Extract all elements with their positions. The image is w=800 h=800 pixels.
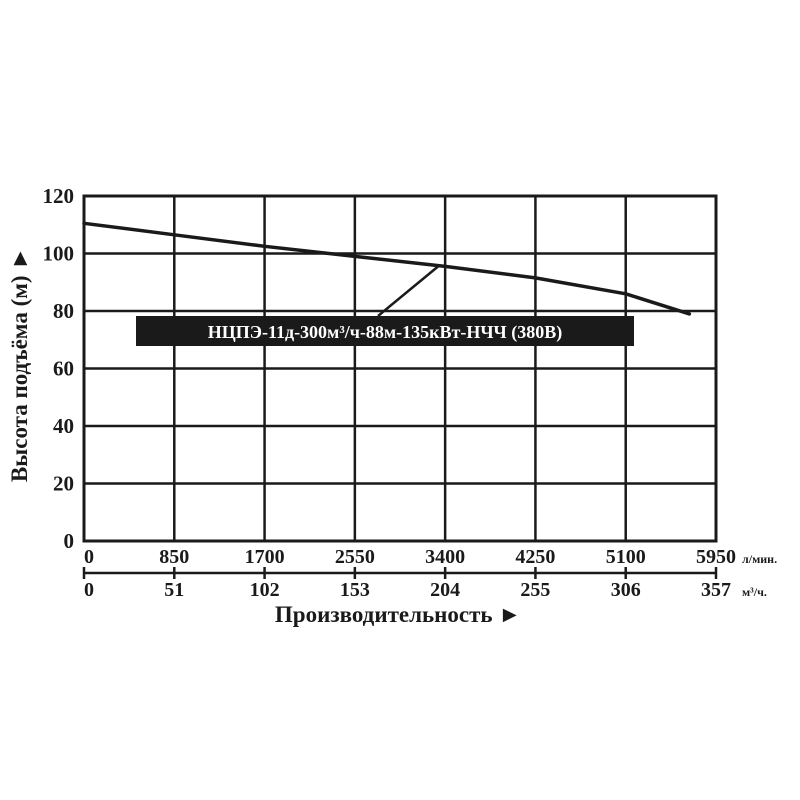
- annotation-layer: НЦПЭ-11д-300м³/ч-88м-135кВт-НЧЧ (380В): [136, 264, 634, 346]
- x-tick-labels-primary: 0 850 1700 2550 3400 4250 5100 5950: [84, 546, 736, 568]
- x-tick-labels-secondary: 0 51 102 153 204 255 306 357: [84, 579, 731, 601]
- y-tick-label: 0: [64, 529, 75, 553]
- x-tick-label-primary: 4250: [515, 546, 555, 568]
- x-unit-secondary: м³/ч.: [742, 585, 767, 599]
- x-tick-label-secondary: 153: [340, 579, 370, 601]
- x-tick-label-primary: 5100: [606, 546, 646, 568]
- y-tick-label: 40: [53, 414, 74, 438]
- x-tick-label-primary: 1700: [245, 546, 285, 568]
- annotation-leader-line: [377, 264, 441, 317]
- y-tick-label: 100: [43, 242, 75, 266]
- x-tick-label-secondary: 255: [520, 579, 550, 601]
- y-tick-label: 120: [43, 184, 75, 208]
- x-axis-title: Производительность ►: [275, 602, 521, 627]
- y-tick-label: 60: [53, 357, 74, 381]
- x-tick-label-secondary: 306: [611, 579, 641, 601]
- y-tick-label: 20: [53, 472, 74, 496]
- x-tick-label-secondary: 357: [701, 579, 731, 601]
- plot-frame: [82, 194, 718, 543]
- x-unit-primary: л/мин.: [742, 552, 777, 566]
- x-tick-label-secondary: 0: [84, 579, 94, 601]
- x-tick-label-secondary: 102: [250, 579, 280, 601]
- y-axis-title: Высота подъёма (м) ►: [7, 247, 32, 482]
- y-tick-label: 80: [53, 299, 74, 323]
- x-tick-label-primary: 2550: [335, 546, 375, 568]
- x-tick-label-primary: 850: [159, 546, 189, 568]
- grid: [84, 196, 716, 541]
- series-line: [82, 221, 692, 316]
- x-tick-label-secondary: 204: [430, 579, 460, 601]
- series-label: НЦПЭ-11д-300м³/ч-88м-135кВт-НЧЧ (380В): [208, 322, 563, 343]
- x-tick-label-primary: 0: [84, 546, 94, 568]
- y-tick-labels: 0 20 40 60 80 100 120: [43, 184, 75, 553]
- series-layer: [82, 221, 692, 316]
- x-tick-label-secondary: 51: [164, 579, 184, 601]
- secondary-x-axis-line: [82, 567, 718, 579]
- x-tick-label-primary: 5950: [696, 546, 736, 568]
- series-label-box: [136, 316, 634, 346]
- x-tick-label-primary: 3400: [425, 546, 465, 568]
